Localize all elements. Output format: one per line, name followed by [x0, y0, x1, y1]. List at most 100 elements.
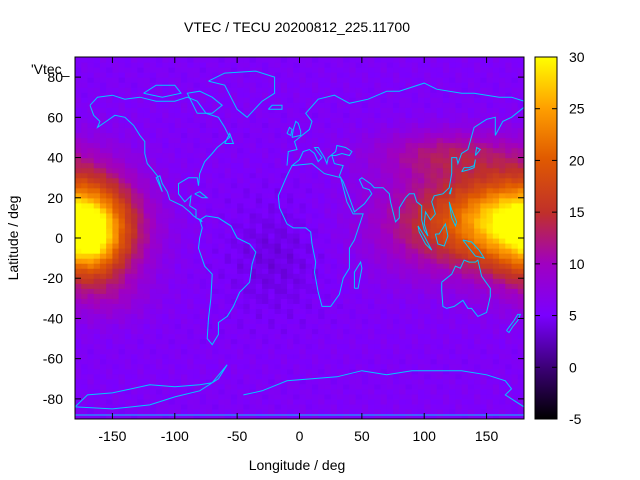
heatmap-cell	[131, 107, 138, 113]
heatmap-cell	[168, 217, 176, 224]
heatmap-cell	[380, 157, 388, 164]
heatmap-cell	[131, 162, 138, 169]
heatmap-cell	[218, 77, 226, 83]
heatmap-cell	[467, 152, 475, 159]
heatmap-cell	[311, 398, 319, 405]
heatmap-cell	[455, 152, 463, 159]
heatmap-cell	[137, 122, 145, 128]
heatmap-cell	[255, 268, 263, 274]
heatmap-cell	[118, 403, 126, 410]
heatmap-cell	[417, 328, 425, 335]
heatmap-cell	[492, 162, 500, 169]
heatmap-cell	[492, 112, 500, 118]
heatmap-cell	[187, 202, 195, 209]
heatmap-cell	[87, 248, 95, 254]
heatmap-cell	[405, 82, 413, 88]
heatmap-cell	[299, 293, 307, 299]
heatmap-cell	[318, 202, 326, 209]
heatmap-cell	[330, 258, 338, 264]
heatmap-cell	[199, 333, 207, 340]
heatmap-cell	[112, 373, 120, 380]
heatmap-cell	[492, 328, 500, 335]
heatmap-cell	[336, 243, 344, 249]
heatmap-cell	[474, 408, 481, 415]
heatmap-cell	[75, 207, 82, 214]
heatmap-cell	[181, 122, 188, 128]
heatmap-cell	[499, 333, 506, 340]
heatmap-cell	[268, 112, 276, 118]
heatmap-cell	[318, 403, 326, 410]
heatmap-cell	[118, 398, 126, 405]
heatmap-cell	[505, 303, 513, 309]
heatmap-cell	[461, 408, 469, 415]
heatmap-cell	[492, 187, 500, 194]
heatmap-cell	[311, 313, 319, 320]
heatmap-cell	[112, 87, 120, 93]
heatmap-cell	[480, 77, 488, 83]
heatmap-cell	[137, 313, 145, 320]
heatmap-cell	[280, 358, 288, 365]
heatmap-cell	[299, 177, 307, 184]
heatmap-cell	[480, 278, 488, 284]
heatmap-cell	[99, 177, 107, 184]
heatmap-cell	[187, 187, 195, 194]
heatmap-cell	[156, 373, 163, 380]
heatmap-cell	[162, 197, 170, 204]
heatmap-cell	[449, 383, 457, 390]
heatmap-cell	[343, 67, 350, 73]
heatmap-cell	[224, 57, 232, 63]
heatmap-cell	[424, 338, 432, 345]
heatmap-cell	[87, 77, 95, 83]
heatmap-cell	[361, 273, 369, 279]
heatmap-cell	[249, 57, 257, 63]
heatmap-cell	[230, 368, 238, 375]
heatmap-cell	[399, 288, 407, 294]
heatmap-cell	[424, 122, 432, 128]
heatmap-cell	[87, 197, 95, 204]
heatmap-cell	[112, 217, 120, 224]
heatmap-cell	[474, 333, 481, 340]
heatmap-cell	[386, 207, 394, 214]
heatmap-cell	[131, 142, 138, 149]
heatmap-cell	[311, 92, 319, 98]
heatmap-cell	[499, 157, 506, 164]
heatmap-cell	[380, 177, 388, 184]
heatmap-cell	[324, 278, 332, 284]
heatmap-cell	[243, 232, 251, 239]
heatmap-cell	[274, 383, 282, 390]
heatmap-cell	[149, 127, 157, 134]
heatmap-cell	[193, 293, 201, 299]
heatmap-cell	[411, 343, 419, 350]
heatmap-cell	[174, 413, 182, 419]
heatmap-cell	[417, 293, 425, 299]
heatmap-cell	[168, 212, 176, 219]
heatmap-cell	[280, 62, 288, 68]
heatmap-cell	[318, 107, 326, 113]
heatmap-cell	[492, 273, 500, 279]
heatmap-cell	[131, 293, 138, 299]
heatmap-cell	[405, 343, 413, 350]
heatmap-cell	[424, 313, 432, 320]
heatmap-cell	[199, 273, 207, 279]
heatmap-cell	[299, 273, 307, 279]
heatmap-cell	[149, 87, 157, 93]
heatmap-cell	[106, 398, 114, 405]
heatmap-cell	[355, 207, 363, 214]
heatmap-cell	[355, 293, 363, 299]
heatmap-cell	[293, 187, 301, 194]
heatmap-cell	[224, 67, 232, 73]
heatmap-cell	[174, 408, 182, 415]
heatmap-cell	[368, 132, 375, 139]
heatmap-cell	[380, 268, 388, 274]
heatmap-cell	[436, 238, 444, 244]
heatmap-cell	[249, 413, 257, 419]
heatmap-cell	[255, 92, 263, 98]
heatmap-cell	[262, 238, 269, 244]
heatmap-cell	[380, 388, 388, 395]
heatmap-cell	[106, 298, 114, 304]
heatmap-cell	[162, 217, 170, 224]
heatmap-cell	[311, 177, 319, 184]
heatmap-cell	[374, 333, 382, 340]
heatmap-cell	[461, 373, 469, 380]
heatmap-cell	[118, 172, 126, 179]
